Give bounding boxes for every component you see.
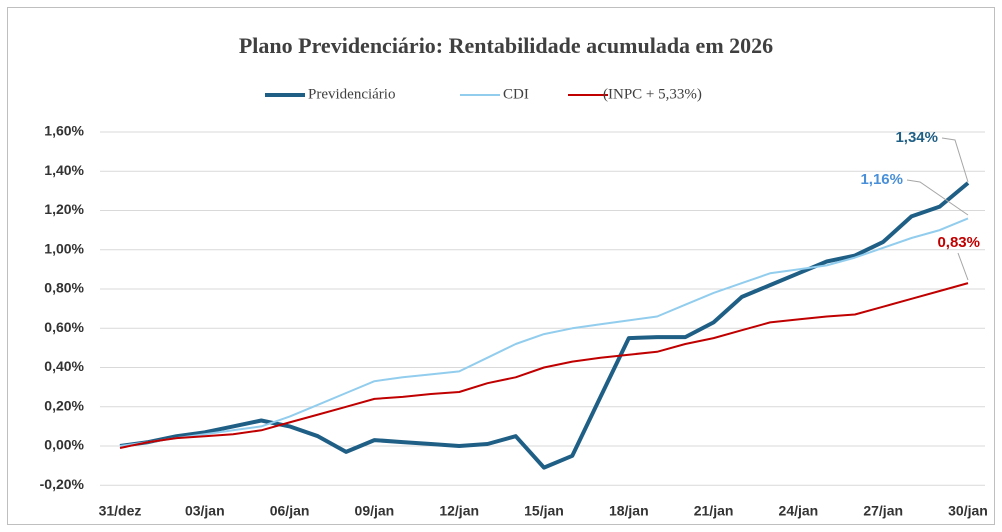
label-leader [941, 137, 969, 183]
y-tick-label: 0,80% [44, 280, 84, 296]
x-tick-label: 09/jan [355, 503, 395, 519]
x-tick-label: 21/jan [694, 503, 734, 519]
chart-frame [7, 7, 995, 525]
data-label: 0,83% [937, 234, 980, 251]
x-tick-label: 31/dez [99, 503, 142, 519]
y-tick-label: 1,60% [44, 123, 84, 139]
series-line [119, 217, 969, 447]
y-tick-label: -0,20% [40, 476, 85, 492]
x-tick-label: 18/jan [609, 503, 649, 519]
x-tick-label: 12/jan [439, 503, 479, 519]
y-tick-label: 0,20% [44, 397, 84, 413]
y-tick-label: 1,20% [44, 201, 84, 217]
y-tick-label: 0,00% [44, 437, 84, 453]
y-tick-label: 0,60% [44, 319, 84, 335]
x-tick-label: 15/jan [524, 503, 564, 519]
label-leader [957, 252, 969, 281]
series-line [119, 181, 970, 470]
x-tick-label: 30/jan [948, 503, 988, 519]
series-line [119, 282, 969, 449]
data-label: 1,34% [895, 129, 938, 146]
y-tick-label: 0,40% [44, 358, 84, 374]
x-tick-label: 27/jan [863, 503, 903, 519]
data-label: 1,16% [860, 171, 903, 188]
x-tick-label: 03/jan [185, 503, 225, 519]
x-tick-label: 06/jan [270, 503, 310, 519]
x-tick-label: 24/jan [779, 503, 819, 519]
legend-label: (INPC + 5,33%) [603, 86, 702, 102]
chart-title: Plano Previdenciário: Rentabilidade acum… [239, 33, 773, 58]
legend-label: Previdenciário [308, 86, 395, 102]
label-leader [906, 179, 969, 216]
y-tick-label: 1,40% [44, 162, 84, 178]
y-tick-label: 1,00% [44, 240, 84, 256]
legend-label: CDI [503, 86, 529, 102]
